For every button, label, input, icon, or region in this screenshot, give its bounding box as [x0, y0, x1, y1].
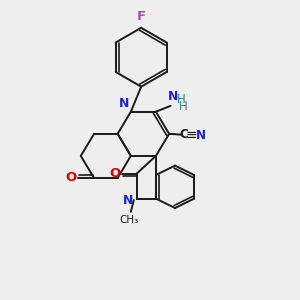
Text: H: H: [177, 93, 186, 106]
Text: O: O: [110, 167, 121, 180]
Text: N: N: [123, 194, 133, 207]
Text: N: N: [119, 97, 129, 110]
Text: O: O: [65, 172, 77, 184]
Text: ≡: ≡: [186, 128, 198, 142]
Text: N: N: [196, 129, 206, 142]
Text: H: H: [179, 100, 188, 113]
Text: N: N: [168, 90, 179, 103]
Text: F: F: [136, 10, 146, 22]
Text: C: C: [179, 128, 188, 141]
Text: CH₃: CH₃: [120, 215, 139, 225]
